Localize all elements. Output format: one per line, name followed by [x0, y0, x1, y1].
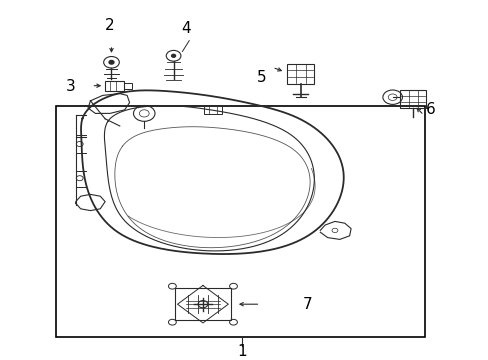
- Circle shape: [109, 60, 114, 64]
- Bar: [105, 81, 123, 91]
- Bar: [400, 90, 425, 108]
- Text: 6: 6: [425, 102, 434, 117]
- Bar: [123, 83, 131, 89]
- Bar: [286, 64, 314, 84]
- Text: 5: 5: [256, 70, 266, 85]
- Circle shape: [171, 54, 175, 57]
- Bar: [175, 288, 230, 320]
- Text: 3: 3: [66, 79, 76, 94]
- Text: 4: 4: [181, 21, 190, 36]
- Text: 1: 1: [237, 343, 246, 359]
- Bar: [203, 106, 221, 114]
- Text: 2: 2: [105, 18, 115, 33]
- Text: 7: 7: [303, 297, 312, 312]
- Bar: [56, 106, 425, 337]
